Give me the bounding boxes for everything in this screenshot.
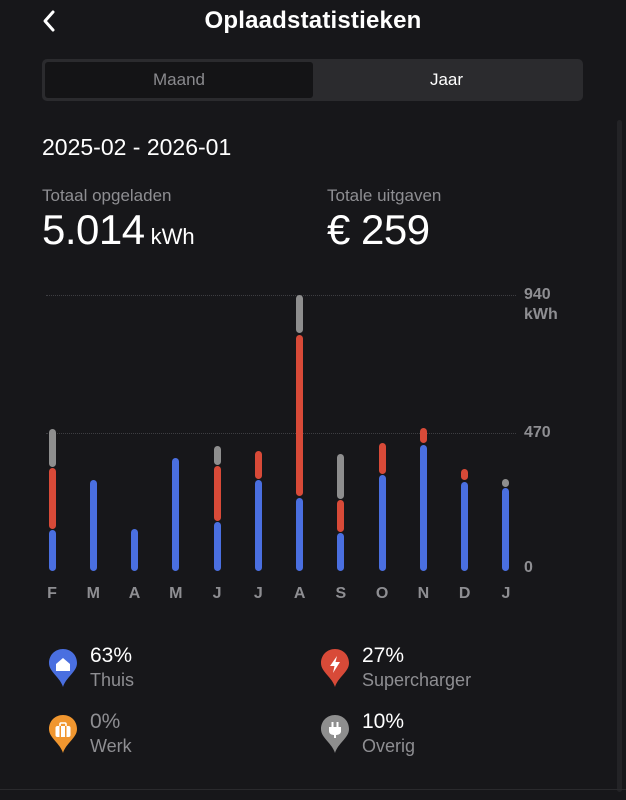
gridline-470 bbox=[46, 433, 516, 434]
bar-segment-supercharger bbox=[296, 334, 304, 497]
total-charged-value: 5.014 kWh bbox=[42, 206, 195, 254]
bar-segment-overig bbox=[296, 295, 304, 334]
header: Oplaadstatistieken bbox=[0, 0, 626, 44]
x-tick-label: N bbox=[417, 585, 430, 602]
bar-segment-supercharger bbox=[378, 443, 386, 474]
bar-segment-thuis bbox=[502, 488, 510, 572]
legend-label: Overig bbox=[362, 736, 416, 756]
x-tick-label: J bbox=[212, 585, 222, 602]
bar-segment-thuis bbox=[461, 481, 469, 572]
legend-label: Thuis bbox=[90, 670, 135, 690]
x-tick-label: M bbox=[169, 585, 183, 602]
bar-segment-thuis bbox=[337, 533, 345, 572]
back-button[interactable] bbox=[38, 6, 62, 36]
total-charged-label: Totaal opgeladen bbox=[42, 186, 172, 205]
plug-icon bbox=[321, 715, 349, 753]
y-tick-470: 470 bbox=[524, 424, 551, 441]
page-title: Oplaadstatistieken bbox=[204, 7, 422, 34]
legend-item-werk: 0% Werk bbox=[48, 710, 298, 774]
gridline-940 bbox=[46, 295, 516, 296]
y-tick-940: 940 kWh bbox=[524, 285, 558, 325]
bar-segment-overig bbox=[337, 454, 345, 499]
x-tick-label: O bbox=[375, 585, 389, 602]
x-tick-label: A bbox=[293, 585, 306, 602]
monthly-charging-chart: 940 kWh 470 0 F M A M J J A S O N D J bbox=[0, 280, 626, 610]
bar-segment-supercharger bbox=[213, 466, 221, 521]
bar-segment-supercharger bbox=[461, 468, 469, 481]
bar-segment-thuis bbox=[254, 480, 262, 572]
legend-label: Werk bbox=[90, 736, 132, 756]
bar-segment-supercharger bbox=[337, 500, 345, 532]
legend-item-thuis: 63% Thuis bbox=[48, 644, 298, 708]
scrollbar[interactable] bbox=[617, 120, 622, 792]
x-tick-label: J bbox=[501, 585, 511, 602]
tab-jaar[interactable]: Jaar bbox=[429, 70, 464, 89]
bar-segment-thuis bbox=[213, 522, 221, 572]
bar-segment-supercharger bbox=[419, 428, 427, 444]
chevron-left-icon bbox=[43, 10, 55, 32]
legend-percentage: 63% bbox=[90, 644, 133, 667]
period-range: 2025-02 - 2026-01 bbox=[42, 134, 232, 160]
bar-segment-thuis bbox=[172, 457, 180, 572]
bar-segment-thuis bbox=[131, 528, 139, 572]
period-segmented-control: Maand Jaar bbox=[42, 59, 583, 101]
bottom-divider bbox=[0, 789, 626, 790]
x-tick-label: M bbox=[86, 585, 100, 602]
total-charged-number: 5.014 bbox=[42, 206, 145, 253]
legend-percentage: 0% bbox=[90, 710, 121, 733]
x-tick-label: S bbox=[335, 585, 347, 602]
x-tick-label: J bbox=[253, 585, 263, 602]
bar-segment-supercharger bbox=[254, 451, 262, 479]
bar-segment-thuis bbox=[89, 480, 97, 572]
y-tick-value: 940 bbox=[524, 286, 551, 303]
bar-segment-overig bbox=[48, 428, 56, 467]
lightning-icon bbox=[321, 649, 349, 687]
legend-item-overig: 10% Overig bbox=[320, 710, 570, 774]
bar-segment-overig bbox=[213, 446, 221, 465]
total-charged-unit: kWh bbox=[150, 224, 195, 249]
bar-segment-supercharger bbox=[48, 468, 56, 529]
legend-percentage: 27% bbox=[362, 644, 405, 667]
x-tick-label: F bbox=[47, 585, 57, 602]
briefcase-icon bbox=[49, 715, 77, 753]
y-tick-0: 0 bbox=[524, 559, 533, 576]
home-icon bbox=[49, 649, 77, 687]
legend-percentage: 10% bbox=[362, 710, 405, 733]
bar-segment-thuis bbox=[296, 497, 304, 572]
bar-segment-thuis bbox=[419, 444, 427, 572]
total-spent-value: € 259 bbox=[327, 206, 430, 253]
legend-label: Supercharger bbox=[362, 670, 472, 690]
bar-segment-overig bbox=[502, 479, 510, 487]
legend-item-supercharger: 27% Supercharger bbox=[320, 644, 570, 708]
x-tick-label: D bbox=[458, 585, 471, 602]
bar-segment-thuis bbox=[48, 530, 56, 572]
tab-maand[interactable]: Maand bbox=[45, 62, 313, 98]
y-axis-unit: kWh bbox=[524, 306, 558, 323]
x-tick-label: A bbox=[128, 585, 141, 602]
bar-segment-thuis bbox=[378, 475, 386, 572]
total-spent-label: Totale uitgaven bbox=[327, 186, 442, 205]
